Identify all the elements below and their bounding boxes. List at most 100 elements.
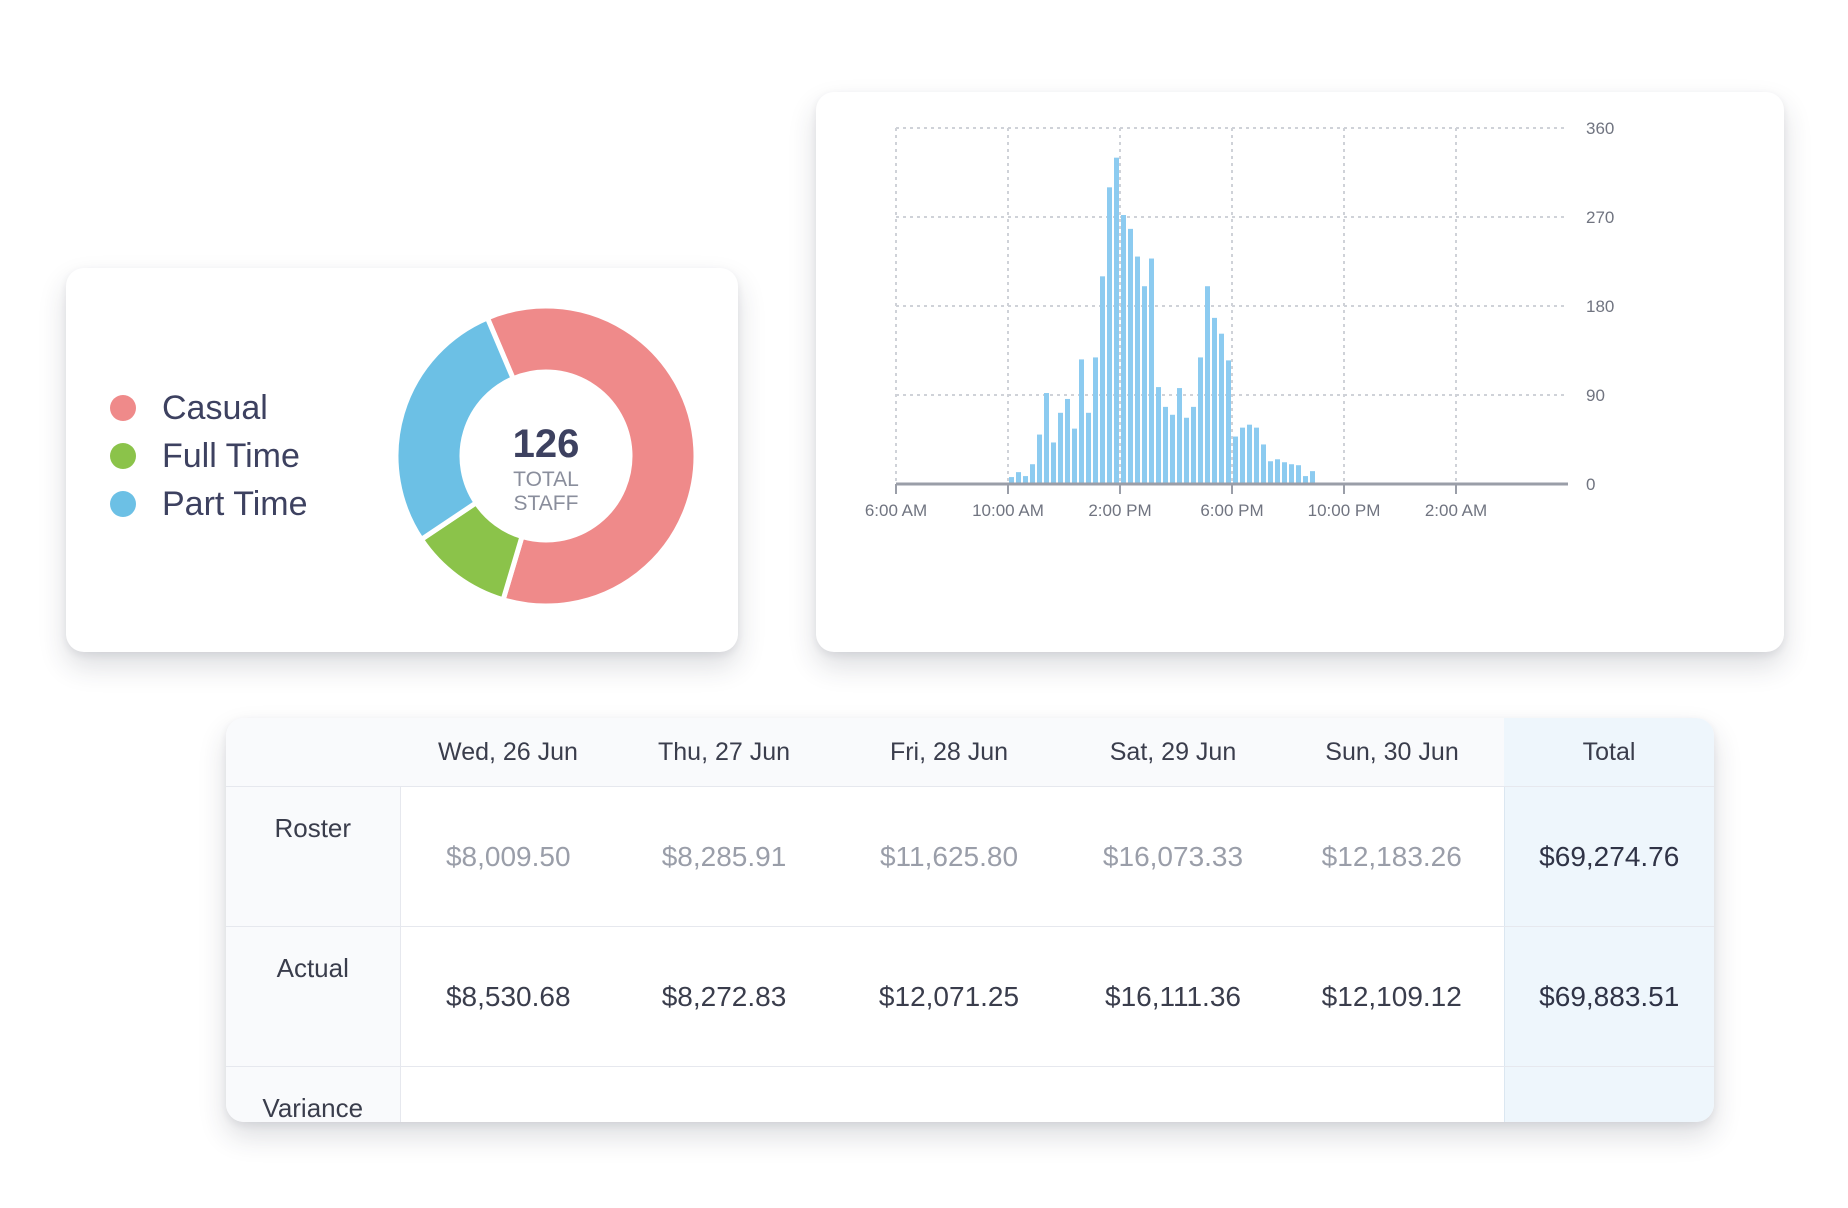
variance-cell: +$521.18 xyxy=(400,1067,616,1123)
budget-table-card: Wed, 26 Jun Thu, 27 Jun Fri, 28 Jun Sat,… xyxy=(226,718,1714,1122)
row-label: Variance xyxy=(226,1066,401,1122)
column-header-wed: Wed, 26 Jun xyxy=(400,718,616,787)
histogram-bar xyxy=(1163,406,1168,484)
total-label-line2: STAFF xyxy=(514,492,579,515)
histogram-bar xyxy=(1219,333,1224,484)
full-time-dot-icon xyxy=(110,443,136,469)
y-tick-label: 360 xyxy=(1586,119,1614,138)
histogram-bar xyxy=(1023,476,1028,484)
histogram-bar xyxy=(1058,412,1063,484)
staffing-histogram: 0 90 180 270 360 6:00 AM 10:00 AM 2:00 PM 6:00 P… xyxy=(865,119,1615,520)
table-cell: $8,272.83 xyxy=(616,926,832,1067)
y-tick-label: 270 xyxy=(1586,208,1614,227)
histogram-bar xyxy=(1177,388,1182,484)
y-tick-label: 180 xyxy=(1586,297,1614,316)
histogram-bar xyxy=(1093,357,1098,484)
histogram-bar xyxy=(1170,414,1175,484)
total-staff-count: 126 xyxy=(513,422,580,466)
table-cell: $8,285.91 xyxy=(616,786,832,927)
histogram-bar xyxy=(1303,476,1308,484)
column-header-sun: Sun, 30 Jun xyxy=(1280,718,1504,787)
histogram-bar xyxy=(1037,434,1042,484)
table-cell: $12,071.25 xyxy=(832,926,1066,1067)
variance-total-cell: +608.75 xyxy=(1503,1066,1714,1122)
histogram-bar xyxy=(1233,436,1238,484)
table-row-actual: Actual $8,530.68 $8,272.83 $12,071.25 $1… xyxy=(226,926,1714,1067)
variance-cell: +$445.45 xyxy=(832,1067,1066,1123)
legend-label: Part Time xyxy=(162,484,308,523)
histogram-bar xyxy=(1086,412,1091,484)
table-header-row: Wed, 26 Jun Thu, 27 Jun Fri, 28 Jun Sat,… xyxy=(226,718,1714,787)
histogram-bar xyxy=(1016,472,1021,484)
staff-breakdown-card: Casual Full Time Part Time 126 TOTAL STA… xyxy=(66,268,738,652)
x-tick-label: 6:00 PM xyxy=(1200,501,1263,520)
histogram-bar xyxy=(1030,464,1035,484)
histogram-bar xyxy=(1226,360,1231,484)
histogram-bar xyxy=(1072,428,1077,484)
histogram-bar xyxy=(1100,276,1105,484)
y-tick-label: 90 xyxy=(1586,386,1605,405)
histogram-bar xyxy=(1051,442,1056,484)
column-header-thu: Thu, 27 Jun xyxy=(616,718,832,787)
histogram-bar xyxy=(1289,464,1294,484)
histogram-bar xyxy=(1275,459,1280,484)
row-label: Actual xyxy=(226,926,401,1067)
histogram-bar xyxy=(1247,424,1252,484)
histogram-bar xyxy=(1191,406,1196,484)
histogram-bar xyxy=(1296,465,1301,484)
column-header-fri: Fri, 28 Jun xyxy=(832,718,1066,787)
table-cell: $16,073.33 xyxy=(1066,786,1280,927)
histogram-bar xyxy=(1128,228,1133,484)
variance-cell: -$74.14 xyxy=(1280,1067,1504,1123)
histogram-bar xyxy=(1079,359,1084,484)
x-tick-label: 6:00 AM xyxy=(865,501,927,520)
header-corner xyxy=(226,718,400,787)
histogram-bar xyxy=(1107,187,1112,484)
legend-label: Full Time xyxy=(162,436,300,475)
x-tick-label: 10:00 AM xyxy=(972,501,1044,520)
variance-cell: +$38.03 xyxy=(1066,1067,1280,1123)
histogram-bar xyxy=(1114,157,1119,484)
y-tick-label: 0 xyxy=(1586,475,1595,494)
legend-item-part-time: Part Time xyxy=(110,480,307,528)
budget-table: Wed, 26 Jun Thu, 27 Jun Fri, 28 Jun Sat,… xyxy=(226,718,1714,1122)
part-time-dot-icon xyxy=(110,491,136,517)
histogram-bar xyxy=(1065,398,1070,484)
legend-label: Casual xyxy=(162,388,268,427)
histogram-bar xyxy=(1240,427,1245,484)
total-cell: $69,274.76 xyxy=(1503,786,1714,927)
histogram-bar xyxy=(1212,317,1217,484)
table-cell: $11,625.80 xyxy=(832,786,1066,927)
column-header-total: Total xyxy=(1504,718,1714,787)
staffing-histogram-card: 0 90 180 270 360 6:00 AM 10:00 AM 2:00 PM 6:00 P… xyxy=(816,92,1784,652)
x-tick-label: 2:00 PM xyxy=(1088,501,1151,520)
variance-cell: -$13.08 xyxy=(616,1067,832,1123)
staff-legend: Casual Full Time Part Time xyxy=(110,384,307,528)
histogram-bar xyxy=(1310,471,1315,484)
histogram-bar xyxy=(1254,427,1259,484)
x-tick-label: 10:00 PM xyxy=(1308,501,1381,520)
histogram-bar xyxy=(1135,256,1140,484)
table-cell: $16,111.36 xyxy=(1066,926,1280,1067)
table-row-variance: Variance +$521.18 -$13.08 +$445.45 +$38.… xyxy=(226,1066,1714,1123)
table-row-roster: Roster $8,009.50 $8,285.91 $11,625.80 $1… xyxy=(226,786,1714,927)
table-cell: $12,183.26 xyxy=(1280,786,1504,927)
histogram-bar xyxy=(1009,477,1014,484)
histogram-bar xyxy=(1121,215,1126,484)
staff-donut-chart: 126 TOTAL STAFF xyxy=(393,303,699,609)
histogram-bar xyxy=(1149,258,1154,484)
histogram-bar xyxy=(1184,417,1189,484)
donut-slice-casual xyxy=(484,303,699,609)
table-cell: $12,109.12 xyxy=(1280,926,1504,1067)
legend-item-casual: Casual xyxy=(110,384,307,432)
histogram-bar xyxy=(1156,387,1161,484)
donut-slice-part-time xyxy=(393,314,517,543)
x-tick-label: 2:00 AM xyxy=(1425,501,1487,520)
column-header-sat: Sat, 29 Jun xyxy=(1066,718,1280,787)
casual-dot-icon xyxy=(110,395,136,421)
table-cell: $8,009.50 xyxy=(400,786,616,927)
row-label: Roster xyxy=(226,786,401,927)
table-cell: $8,530.68 xyxy=(400,926,616,1067)
histogram-bar xyxy=(1268,461,1273,484)
total-cell: $69,883.51 xyxy=(1503,926,1714,1067)
